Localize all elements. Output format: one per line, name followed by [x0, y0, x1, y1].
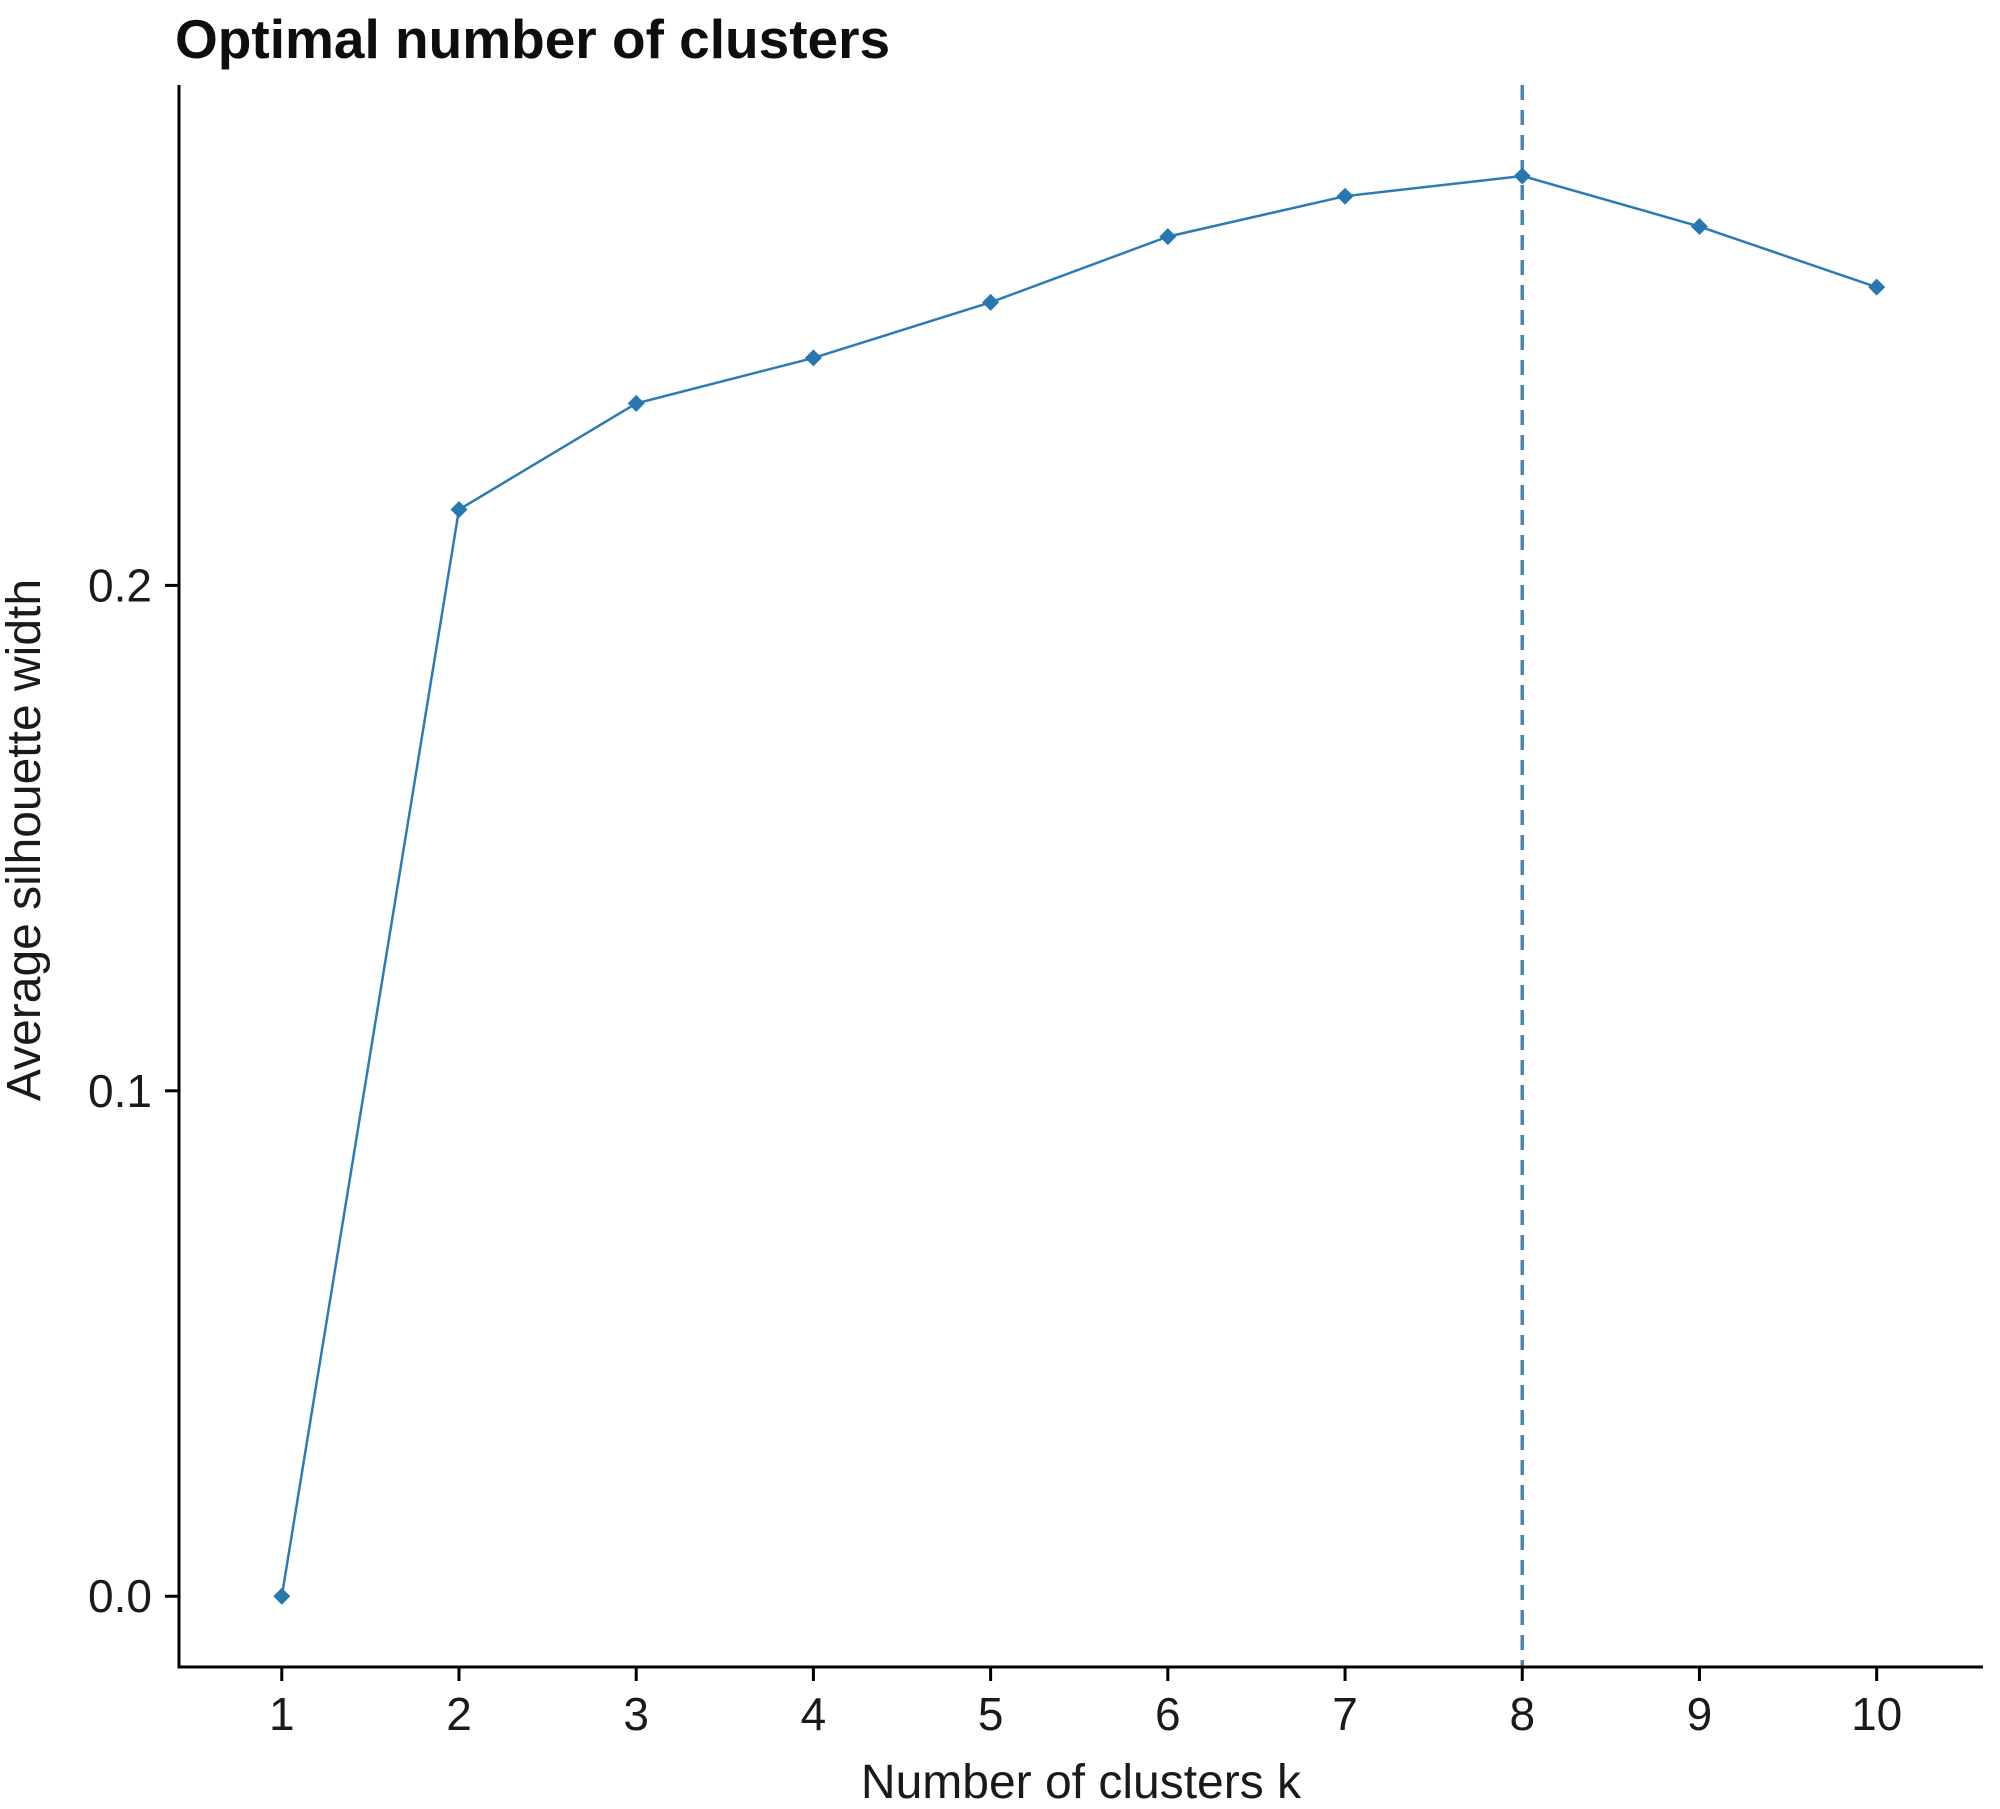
data-point-k2: [450, 501, 468, 519]
data-point-k1: [273, 1587, 291, 1605]
y-tick-label: 0.0: [88, 1570, 152, 1622]
x-tick-label: 7: [1332, 1688, 1358, 1740]
data-point-k8: [1513, 167, 1531, 185]
chart-generated-layer: 0.0 0.1 0.2 1 2 3 4 5 6 7 8 9 10: [88, 85, 1983, 1740]
x-tick-label: 10: [1851, 1688, 1902, 1740]
data-point-k7: [1336, 187, 1354, 205]
x-tick-label: 6: [1155, 1688, 1181, 1740]
x-axis-title: Number of clusters k: [861, 1756, 1302, 1809]
data-point-k3: [627, 394, 645, 412]
data-point-k10: [1868, 278, 1886, 296]
data-point-k6: [1159, 228, 1177, 246]
chart-title: Optimal number of clusters: [175, 8, 890, 70]
data-point-k9: [1690, 218, 1708, 236]
x-tick-label: 4: [801, 1688, 827, 1740]
y-axis-title: Average silhouette width: [0, 579, 51, 1101]
data-point-k4: [804, 349, 822, 367]
x-tick-label: 8: [1509, 1688, 1535, 1740]
x-tick-label: 1: [269, 1688, 295, 1740]
data-point-k5: [982, 293, 1000, 311]
x-tick-label: 9: [1687, 1688, 1713, 1740]
silhouette-line: [280, 174, 1878, 1597]
x-tick-label: 2: [446, 1688, 472, 1740]
axis-lines: [177, 85, 1983, 1669]
x-tick-label: 5: [978, 1688, 1004, 1740]
y-tick-label: 0.1: [88, 1065, 152, 1117]
x-tick-label: 3: [623, 1688, 649, 1740]
y-tick-label: 0.2: [88, 559, 152, 611]
